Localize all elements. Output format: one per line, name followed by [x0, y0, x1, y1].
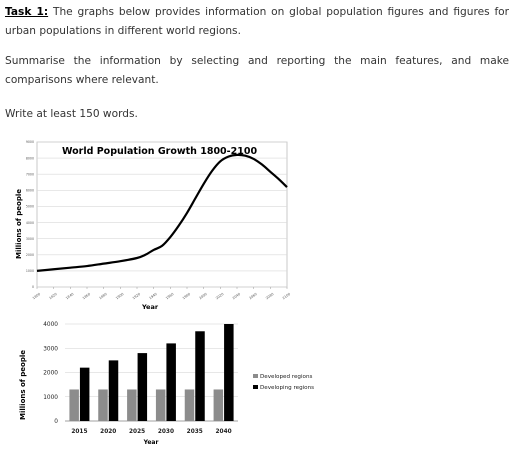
x-tick-label: 2040	[232, 292, 241, 300]
y-tick-label: 1000	[26, 269, 34, 273]
x-tick-label: 1940	[148, 292, 157, 300]
x-tick-label: 1820	[48, 292, 57, 300]
x-tick-label: 2040	[216, 429, 232, 435]
x-tick-label: 1880	[98, 292, 107, 300]
y-tick-label: 7000	[26, 172, 34, 176]
developing-regions-bar	[79, 367, 90, 421]
y-tick-label: 3000	[26, 237, 34, 241]
legend-label: Developed regions	[260, 374, 312, 380]
x-tick-label: 2080	[265, 292, 274, 300]
y-tick-label: 2000	[43, 371, 58, 377]
y-tick-label: 6000	[26, 189, 34, 193]
x-tick-label: 2020	[215, 292, 224, 300]
x-tick-label: 1840	[65, 292, 74, 300]
task-intro: Task 1: The graphs below provides inform…	[5, 3, 509, 41]
x-tick-label: 2015	[71, 429, 87, 435]
y-tick-label: 4000	[43, 322, 58, 328]
line-chart-y-axis-label: Millions of people	[15, 189, 23, 259]
x-tick-label: 2060	[248, 292, 257, 300]
y-tick-label: 3000	[43, 346, 58, 352]
developing-regions-bar	[137, 353, 148, 421]
line-chart-title: World Population Growth 1800-2100	[62, 146, 257, 157]
developed-regions-bar	[98, 389, 108, 421]
x-tick-label: 2000	[198, 292, 207, 300]
task-line-1: The graphs below provides information on…	[52, 6, 510, 18]
bar-chart-x-axis-label: Year	[143, 439, 159, 446]
y-tick-label: 1000	[43, 395, 58, 401]
world-population-line-chart: World Population Growth 1800-2100 Millio…	[15, 140, 291, 311]
developing-regions-bar	[166, 343, 176, 421]
y-tick-label: 9000	[26, 140, 34, 144]
line-chart-x-axis-label: Year	[141, 303, 159, 311]
y-tick-label: 2000	[26, 253, 34, 257]
task-label: Task 1:	[5, 6, 49, 18]
x-tick-label: 2030	[158, 429, 174, 435]
developed-regions-bar	[213, 389, 224, 421]
developing-regions-bar	[195, 331, 205, 421]
x-tick-label: 2100	[282, 292, 291, 300]
developed-regions-bar	[184, 389, 195, 421]
x-tick-label: 1800	[32, 292, 41, 300]
developed-regions-bar	[69, 389, 79, 421]
legend-label: Developing regions	[260, 385, 314, 391]
task-instructions: Summarise the information by selecting a…	[5, 52, 509, 90]
x-tick-label: 2035	[187, 429, 203, 435]
word-requirement: Write at least 150 words.	[5, 108, 138, 120]
bar-chart-y-axis-label: Millions of people	[19, 350, 27, 420]
x-tick-label: 1860	[82, 292, 91, 300]
bar-chart-legend: Developed regions Developing regions	[253, 374, 314, 391]
x-tick-label: 2020	[100, 429, 116, 435]
line-chart-plot-area	[36, 141, 288, 288]
x-tick-label: 2025	[129, 429, 145, 435]
legend-swatch	[253, 385, 258, 389]
summarise-line-2: comparisons where relevant.	[5, 74, 159, 86]
y-tick-label: 0	[54, 419, 58, 425]
task-line-2: urban populations in different world reg…	[5, 25, 241, 37]
x-tick-label: 1900	[115, 292, 124, 300]
y-tick-label: 0	[32, 285, 34, 289]
developing-regions-bar	[224, 324, 234, 421]
summarise-line-1: Summarise the information by selecting a…	[5, 55, 509, 67]
population-line	[36, 153, 288, 272]
y-tick-label: 8000	[26, 156, 34, 160]
urban-population-bar-chart: Millions of people Year 0 1000 2000 3000 400…	[19, 322, 314, 446]
x-tick-label: 1980	[182, 292, 191, 300]
y-tick-label: 4000	[26, 221, 34, 225]
legend-swatch	[253, 374, 258, 378]
developed-regions-bar	[127, 389, 137, 421]
x-tick-label: 1960	[165, 292, 174, 300]
y-tick-label: 5000	[26, 205, 34, 209]
x-tick-label: 1920	[132, 292, 141, 300]
developed-regions-bar	[155, 389, 166, 421]
developing-regions-bar	[108, 360, 119, 421]
